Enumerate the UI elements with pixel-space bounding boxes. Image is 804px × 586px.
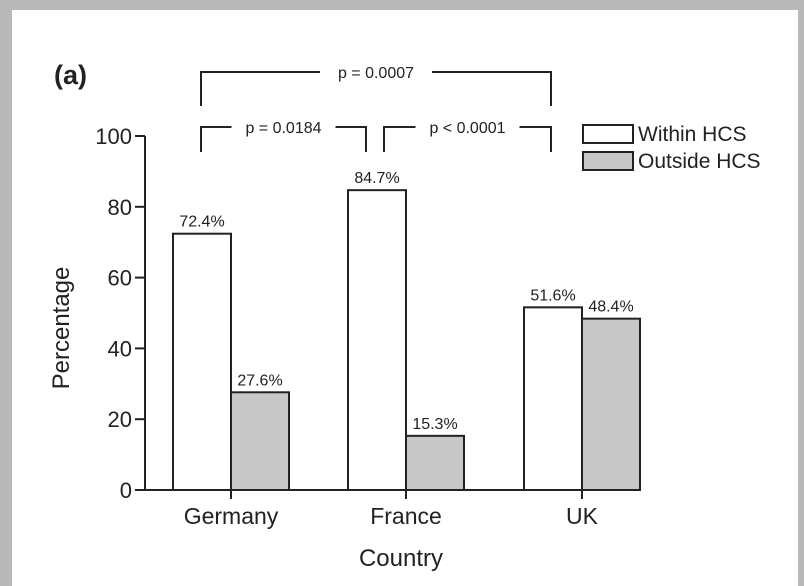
significance-bracket [383, 126, 552, 152]
x-tick-label: UK [566, 503, 599, 529]
y-tick-label: 80 [108, 195, 132, 220]
bars [172, 189, 641, 492]
bar [172, 232, 232, 491]
significance-bracket [200, 126, 367, 152]
bar [581, 317, 641, 491]
bar-chart: (a) 0 20 40 60 80 100 Germany France UK 72.4% 84.… [48, 60, 761, 572]
bar [523, 306, 583, 491]
y-tick-label: 40 [108, 336, 132, 361]
x-axis-title: Country [359, 545, 443, 572]
legend: Within HCS Outside HCS [582, 123, 761, 173]
bar [405, 434, 465, 492]
significance-label: p < 0.0001 [429, 120, 505, 137]
bar-labels: 72.4% 84.7% 51.6% 27.6% 15.3% 48.4% [179, 170, 633, 433]
y-tick-label: 100 [95, 124, 132, 149]
x-tick-label: France [370, 503, 442, 529]
panel-label: (a) [54, 60, 87, 90]
significance-bracket [200, 71, 552, 106]
bar-value-label: 15.3% [412, 416, 457, 433]
y-tick-label: 0 [120, 478, 132, 503]
y-axis-title: Percentage [48, 267, 75, 390]
legend-label: Outside HCS [638, 150, 761, 173]
legend-swatch [582, 124, 634, 144]
significance-label: p = 0.0007 [338, 65, 414, 82]
bar [347, 189, 407, 492]
y-tick-label: 20 [108, 407, 132, 432]
bar [230, 391, 290, 491]
bar-value-label: 72.4% [179, 214, 224, 231]
bar-value-label: 51.6% [530, 287, 575, 304]
legend-swatch [582, 151, 634, 171]
figure-frame: (a) 0 20 40 60 80 100 Germany France UK 72.4% 84.… [12, 10, 798, 586]
x-tick-label: Germany [184, 503, 279, 529]
bar-value-label: 48.4% [588, 299, 633, 316]
axes: 0 20 40 60 80 100 Germany France UK [95, 124, 632, 529]
bar-value-label: 84.7% [354, 170, 399, 187]
significance-brackets: p = 0.0007 p = 0.0184 p < 0.0001 [200, 65, 552, 152]
y-tick-label: 60 [108, 266, 132, 291]
legend-label: Within HCS [638, 123, 747, 146]
bar-value-label: 27.6% [237, 372, 282, 389]
significance-label: p = 0.0184 [245, 120, 321, 137]
